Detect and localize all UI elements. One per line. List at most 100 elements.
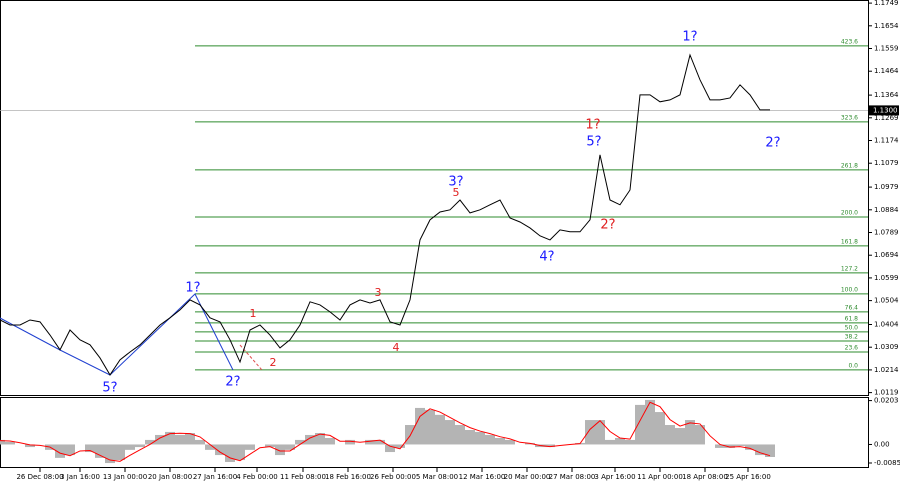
y-tick-label: 1.0694 <box>874 251 899 259</box>
osc-bar <box>115 444 125 461</box>
osc-bar <box>415 407 425 445</box>
x-tick-label: 18 Apr 08:00 <box>682 473 728 481</box>
osc-bar <box>275 444 285 456</box>
wave-label: 1 <box>250 307 257 320</box>
y-tick-label: 1.0789 <box>874 229 899 237</box>
osc-bar <box>185 433 195 445</box>
wave-label: 1? <box>185 281 200 296</box>
osc-bar <box>265 444 275 448</box>
fib-label: 50.0 <box>845 324 859 331</box>
osc-bar <box>695 425 705 445</box>
osc-tick-label: 0.0203 <box>874 397 899 405</box>
y-tick-label: 1.0979 <box>874 183 899 191</box>
osc-bar <box>175 434 185 445</box>
osc-bar <box>435 414 445 445</box>
wave-label: 3 <box>375 286 382 299</box>
fib-label: 38.2 <box>845 333 859 340</box>
x-tick-label: 3 Jan 16:00 <box>60 473 100 481</box>
x-tick-label: 27 Jan 16:00 <box>193 473 237 481</box>
y-tick-label: 1.1174 <box>874 137 899 145</box>
osc-bar <box>5 441 15 445</box>
osc-bar <box>425 409 435 445</box>
osc-bar <box>215 444 225 456</box>
osc-bar <box>295 439 305 445</box>
osc-bar <box>465 429 475 445</box>
x-tick-label: 26 Feb 00:00 <box>370 473 416 481</box>
y-tick-label: 1.1079 <box>874 159 899 167</box>
fib-label: 200.0 <box>841 209 858 216</box>
osc-bar <box>135 444 145 448</box>
osc-bar <box>165 431 175 445</box>
osc-bar <box>685 420 695 445</box>
osc-bar <box>715 444 725 448</box>
osc-bar <box>225 444 235 462</box>
current-price-label: 1.1300 <box>873 106 898 114</box>
osc-bar <box>735 444 745 446</box>
osc-bar <box>505 439 515 445</box>
osc-bar <box>375 439 385 445</box>
x-tick-label: 11 Feb 08:00 <box>280 473 326 481</box>
wave-label: 5? <box>586 135 601 150</box>
osc-bar <box>125 444 135 450</box>
x-tick-label: 11 Apr 00:00 <box>637 473 683 481</box>
osc-bar <box>725 444 735 448</box>
current-price-box <box>869 105 899 116</box>
oscillator-panel-border <box>0 397 869 468</box>
x-tick-label: 27 Mar 08:00 <box>549 473 596 481</box>
wave-label: 2 <box>270 356 277 369</box>
osc-bar <box>155 434 165 445</box>
x-tick-label: 4 Feb 00:00 <box>236 473 277 481</box>
fib-label: 76.4 <box>845 304 859 311</box>
fib-group: 423.6323.6261.8200.0161.8127.2100.076.46… <box>195 38 868 371</box>
osc-bar <box>455 425 465 445</box>
osc-bar <box>0 439 5 445</box>
osc-bar <box>765 444 775 458</box>
fib-label: 100.0 <box>841 286 858 293</box>
y-tick-label: 1.1364 <box>874 91 899 99</box>
wave-label: 1? <box>682 30 697 45</box>
wave-label: 5? <box>102 381 117 396</box>
osc-bar <box>385 444 395 453</box>
osc-tick-label: -0.00857 <box>874 459 900 467</box>
osc-bar <box>145 439 155 445</box>
wave-label: 4 <box>393 341 400 354</box>
y-tick-label: 1.1269 <box>874 114 899 122</box>
y-tick-label: 1.0884 <box>874 206 899 214</box>
fib-label: 161.8 <box>841 238 858 245</box>
osc-bar <box>55 444 65 458</box>
y-tick-label: 1.0309 <box>874 343 899 351</box>
y-tick-label: 1.0404 <box>874 321 899 329</box>
x-tick-label: 26 Dec 08:00 <box>16 473 63 481</box>
osc-bar <box>615 437 625 445</box>
osc-bar <box>325 437 335 445</box>
osc-bar <box>205 444 215 450</box>
x-tick-label: 12 Mar 16:00 <box>459 473 506 481</box>
osc-bar <box>485 434 495 445</box>
osc-bar <box>595 420 605 445</box>
osc-bar <box>755 444 765 456</box>
osc-bar <box>675 428 685 445</box>
osc-bar <box>345 439 355 445</box>
wave-label: 2? <box>600 218 615 233</box>
y-tick-label: 1.1559 <box>874 45 899 53</box>
y-tick-label: 1.0119 <box>874 389 899 397</box>
x-tick-label: 20 Mar 00:00 <box>504 473 551 481</box>
fib-label: 423.6 <box>841 38 858 45</box>
x-tick-label: 13 Jan 00:00 <box>103 473 147 481</box>
x-tick-label: 25 Apr 16:00 <box>725 473 771 481</box>
x-tick-label: 18 Feb 16:00 <box>325 473 371 481</box>
price-line <box>0 53 770 376</box>
osc-bar <box>395 444 405 448</box>
osc-bar <box>665 425 675 445</box>
osc-bar <box>365 439 375 445</box>
osc-bar <box>585 420 595 445</box>
y-tick-label: 1.0599 <box>874 274 899 282</box>
osc-bar <box>545 444 555 448</box>
osc-bar <box>235 444 245 461</box>
osc-bar <box>315 433 325 445</box>
osc-bar <box>635 404 645 445</box>
y-tick-label: 1.1749 <box>874 0 899 7</box>
x-tick-label: 20 Jan 08:00 <box>148 473 192 481</box>
